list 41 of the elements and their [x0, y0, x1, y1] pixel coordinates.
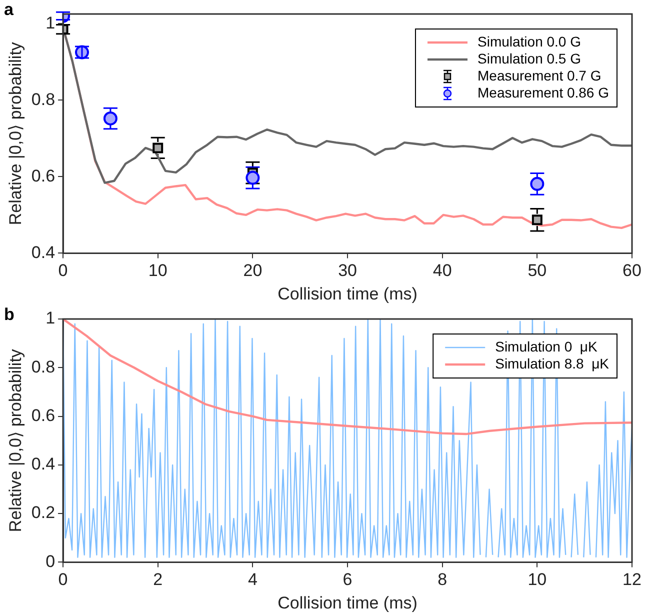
point	[246, 170, 260, 185]
y-tick-label: 0.6	[31, 406, 56, 425]
point	[532, 214, 542, 226]
text: b	[4, 305, 14, 324]
legend-label: Simulation 8.8 μK	[495, 355, 610, 372]
legend-label: Measurement 0.7 G	[477, 67, 602, 84]
text: a	[4, 0, 14, 20]
legend-label: Measurement 0.86 G	[477, 84, 610, 100]
y-tick-label: 1	[46, 308, 56, 328]
x-tick-label: 2	[153, 570, 163, 590]
y-tick-label: 0.2	[31, 503, 56, 522]
x-tick-label: 10	[528, 570, 547, 590]
x-tick-label: 0	[58, 570, 68, 590]
y-tick-label: 0.4	[31, 454, 56, 474]
x-tick-label: 12	[622, 570, 642, 590]
x-tick-label: 8	[438, 570, 448, 590]
x-axis-title: Collision time (ms)	[278, 593, 418, 612]
x-tick-label: 4	[248, 570, 258, 590]
x-tick-label: 10	[148, 261, 168, 280]
x-tick-label: 50	[528, 261, 547, 280]
y-axis-title: Relative |0,0⟩ probability	[6, 348, 25, 532]
y-tick-label: 0.6	[31, 166, 56, 186]
x-tick-label: 6	[342, 570, 352, 590]
x-tick-label: 20	[243, 261, 262, 280]
y-tick-label: 0	[46, 552, 56, 571]
point	[530, 176, 544, 191]
x-axis-title: Collision time (ms)	[278, 284, 418, 304]
y-tick-label: 0.4	[31, 242, 56, 262]
y-tick-label: 0.8	[31, 357, 56, 376]
point	[152, 142, 164, 154]
x-tick-label: 40	[432, 261, 452, 280]
legend-label: Simulation 0.5 G	[477, 50, 581, 66]
legend-label: Simulation 0 μK	[495, 338, 598, 354]
y-tick-label: 0.8	[31, 90, 56, 109]
x-tick-label: 0	[58, 261, 68, 280]
y-axis-title: Relative |0,0⟩ probability	[6, 42, 25, 226]
x-tick-label: 60	[622, 261, 642, 280]
point	[103, 111, 118, 126]
y-tick-label: 1	[46, 13, 56, 32]
x-tick-label: 30	[338, 261, 357, 280]
legend-label: Simulation 0.0 G	[477, 33, 581, 50]
